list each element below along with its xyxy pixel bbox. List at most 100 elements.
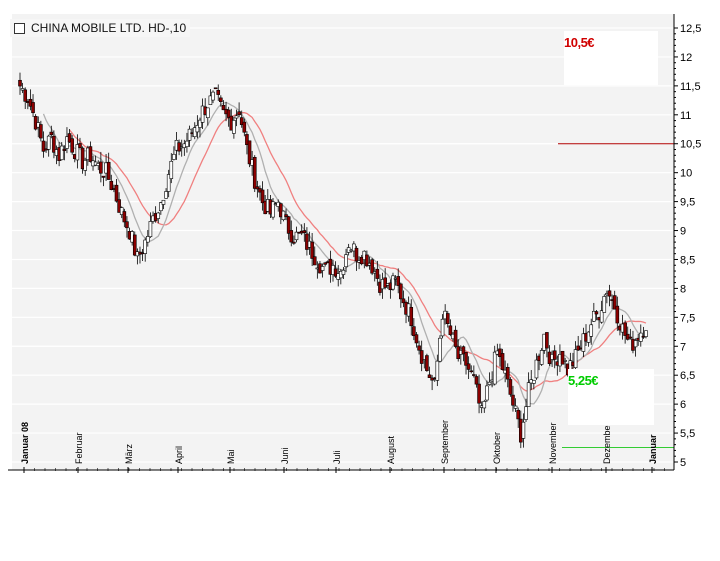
- candle: [412, 318, 416, 341]
- x-tick-label: Februar: [74, 432, 84, 464]
- y-tick-label: 6,5: [680, 370, 695, 382]
- candle: [31, 94, 35, 118]
- candle-body: [286, 216, 291, 234]
- candle-body: [539, 350, 544, 365]
- candle: [312, 246, 317, 266]
- candle: [359, 254, 364, 266]
- x-tick-label: Mai: [226, 449, 236, 464]
- candle: [206, 107, 210, 126]
- candle-body: [607, 290, 612, 297]
- candle: [485, 380, 489, 402]
- candle-body: [524, 406, 528, 420]
- candle-body: [49, 131, 54, 136]
- candle-body: [323, 262, 327, 265]
- y-tick-label: 5,5: [680, 428, 695, 440]
- candlesticks: [18, 72, 648, 449]
- y-tick-label: 8: [680, 283, 686, 295]
- candle-body: [359, 256, 364, 265]
- x-axis-labels: Januar 08 Februar März April Mai Juni Juli Augu…: [20, 420, 665, 473]
- candle: [146, 229, 150, 247]
- candle-body: [440, 318, 445, 337]
- candle: [612, 290, 617, 310]
- candle-body: [472, 374, 476, 376]
- candle-body: [132, 234, 137, 256]
- y-tick-label: 12,5: [680, 23, 701, 35]
- candle: [391, 272, 395, 291]
- candle-body: [148, 221, 153, 238]
- candle-body: [169, 160, 174, 179]
- candle: [417, 340, 421, 355]
- candle-body: [292, 241, 296, 244]
- candle: [505, 363, 510, 388]
- candle: [492, 345, 497, 386]
- candle-body: [83, 159, 88, 171]
- candle: [302, 223, 307, 242]
- y-tick-label: 10,5: [680, 139, 701, 151]
- candle-body: [464, 352, 468, 366]
- candle: [521, 413, 526, 448]
- candle: [545, 332, 549, 358]
- candle: [166, 169, 171, 198]
- y-tick-label: 7,5: [680, 312, 695, 324]
- candle: [78, 137, 82, 149]
- candle: [164, 188, 168, 199]
- candle-body: [396, 276, 401, 286]
- candle-body: [453, 329, 458, 347]
- candle: [409, 299, 414, 336]
- candle-body: [365, 254, 369, 267]
- candle: [370, 257, 374, 276]
- candle: [198, 117, 202, 138]
- candle: [23, 87, 28, 109]
- candle: [83, 157, 88, 176]
- candle-body: [644, 330, 648, 337]
- candle-body: [435, 360, 440, 381]
- candle: [534, 353, 539, 380]
- y-tick-label: 5: [680, 457, 686, 469]
- candle-body: [513, 405, 518, 409]
- high-annotation-label: 10,5€: [564, 35, 595, 50]
- candle: [106, 152, 111, 180]
- candle-body: [46, 135, 51, 150]
- y-tick-label: 9,5: [680, 197, 695, 209]
- candle: [292, 235, 296, 245]
- candle: [607, 284, 612, 307]
- candle-body: [221, 104, 226, 111]
- candle-body: [52, 135, 56, 153]
- candle: [99, 151, 103, 183]
- candle: [563, 357, 567, 369]
- candle-body: [461, 346, 466, 355]
- candle-body: [213, 87, 218, 90]
- chart-title: CHINA MOBILE LTD. HD-,10: [10, 19, 191, 37]
- candle: [628, 328, 633, 340]
- candle-body: [419, 350, 424, 364]
- candle-body: [239, 117, 244, 125]
- candle-body: [615, 305, 620, 324]
- candle-body: [164, 191, 168, 199]
- candle-body: [526, 382, 531, 407]
- candle: [440, 314, 445, 339]
- candle: [247, 140, 252, 168]
- candle-body: [482, 401, 487, 409]
- candle: [49, 125, 54, 139]
- candle-body: [41, 140, 46, 152]
- low-annotation-box: 5,25€: [568, 369, 654, 425]
- candle: [52, 130, 56, 159]
- candle-body: [247, 140, 252, 165]
- candle: [469, 365, 474, 374]
- candle: [396, 268, 401, 294]
- candle-body: [448, 325, 453, 336]
- candle-body: [75, 144, 80, 161]
- candle: [560, 350, 565, 365]
- candle: [242, 118, 247, 137]
- y-tick-label: 9: [680, 226, 686, 238]
- series-checkbox-icon[interactable]: [14, 22, 25, 34]
- candle: [477, 374, 481, 414]
- candle-body: [466, 363, 471, 370]
- candle: [425, 353, 429, 372]
- y-tick-label: 12: [680, 52, 692, 64]
- candle: [271, 198, 275, 220]
- candle: [252, 155, 257, 193]
- candle: [211, 90, 215, 104]
- candle: [435, 354, 440, 387]
